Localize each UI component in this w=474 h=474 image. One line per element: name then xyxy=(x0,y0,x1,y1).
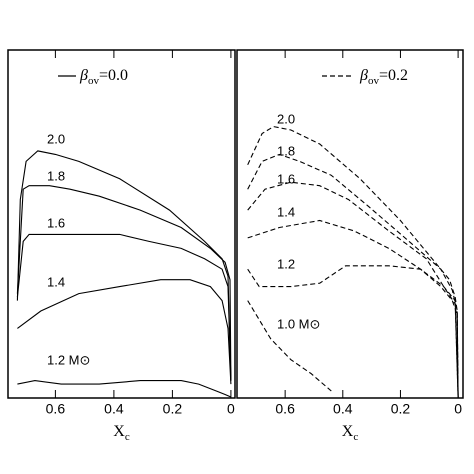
x-tick-label: 0 xyxy=(454,401,462,417)
series-label: 2.0 xyxy=(47,131,65,146)
x-tick-label: 0.4 xyxy=(104,401,124,417)
series-label: 1.6 xyxy=(47,215,65,230)
series-label: 1.0 M⊙ xyxy=(277,316,320,331)
x-axis-label: Xc xyxy=(113,423,130,443)
series-label: 1.6 xyxy=(277,171,295,186)
series-label: 1.8 xyxy=(277,143,295,158)
curve xyxy=(17,380,232,398)
legend-suffix: =0.2 xyxy=(379,67,408,84)
curve xyxy=(247,300,332,392)
series-label: 2.0 xyxy=(277,111,295,126)
legend-label: βov=0.2 xyxy=(359,67,408,87)
x-axis-label: Xc xyxy=(342,423,359,443)
x-axis-label-sub: c xyxy=(353,431,358,443)
x-axis-label-main: X xyxy=(342,423,354,440)
curve xyxy=(247,265,459,399)
curve xyxy=(247,153,459,399)
x-tick-label: 0.2 xyxy=(391,401,411,417)
legend-symbol: β xyxy=(359,67,368,84)
curve xyxy=(16,150,232,381)
x-axis-label-sub: c xyxy=(125,431,130,443)
plot-frame xyxy=(236,49,464,399)
x-tick-label: 0.6 xyxy=(275,401,295,417)
curve xyxy=(247,181,459,399)
legend-symbol: β xyxy=(79,67,88,84)
x-tick-label: 0.4 xyxy=(333,401,353,417)
x-tick-label: 0 xyxy=(227,401,235,417)
legend-subscript: ov xyxy=(88,75,100,87)
series-label: 1.8 xyxy=(47,168,65,183)
series-label: 1.4 xyxy=(277,204,295,219)
legend-label: βov=0.0 xyxy=(79,67,128,87)
curve xyxy=(17,279,232,385)
plot-frame xyxy=(7,49,236,399)
curve xyxy=(16,233,232,381)
x-tick-label: 0.6 xyxy=(46,401,66,417)
curve xyxy=(247,126,459,399)
series-label: 1.2 xyxy=(277,256,295,271)
legend-subscript: ov xyxy=(368,75,380,87)
curve xyxy=(247,219,459,399)
series-label: 1.2 M⊙ xyxy=(47,352,90,367)
x-axis-label-main: X xyxy=(113,423,125,440)
x-tick-label: 0.2 xyxy=(163,401,183,417)
series-label: 1.4 xyxy=(47,274,65,289)
curve xyxy=(16,185,232,381)
legend-suffix: =0.0 xyxy=(99,67,128,84)
